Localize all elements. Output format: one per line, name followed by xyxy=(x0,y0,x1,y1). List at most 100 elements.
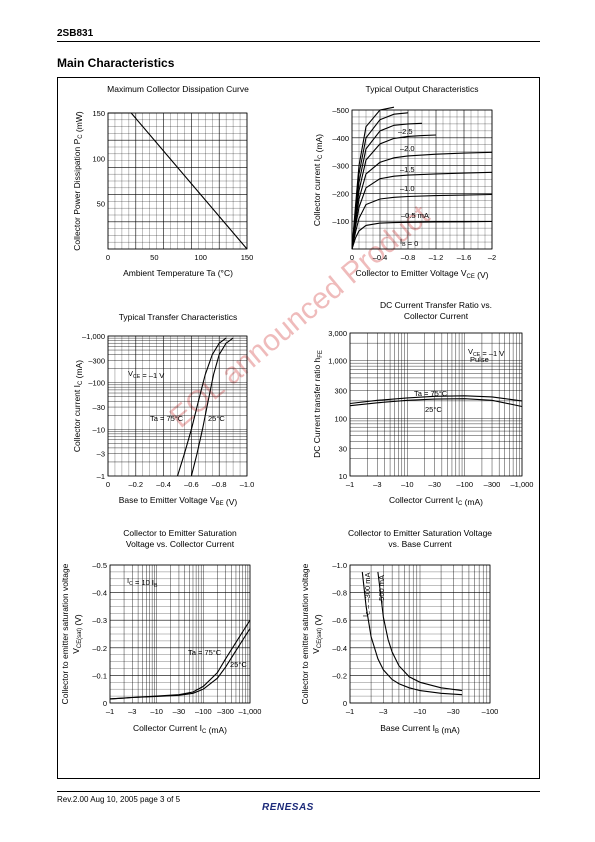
renesas-logo: RENESAS xyxy=(262,802,314,813)
y-tick-label: –0.2 xyxy=(92,644,107,653)
annotation: –1.0 xyxy=(400,184,415,193)
chart-c4: DC Current Transfer Ratio vs.Collector C… xyxy=(312,300,533,507)
x-tick-label: 150 xyxy=(241,253,254,262)
y-tick-label: –200 xyxy=(332,189,349,198)
x-axis-label: Collector Current IC (mA) xyxy=(133,723,227,735)
series-line-1 xyxy=(349,398,523,408)
annotation: –2.0 xyxy=(400,144,415,153)
series-line-4 xyxy=(351,134,437,250)
x-tick-label: –2 xyxy=(488,253,496,262)
y-tick-label: –300 xyxy=(332,162,349,171)
series-line-0 xyxy=(361,571,463,696)
annotation: Pulse xyxy=(470,355,489,364)
y-tick-label: –1,000 xyxy=(82,332,105,341)
x-tick-label: –100 xyxy=(456,480,473,489)
x-tick-label: 100 xyxy=(194,253,207,262)
x-tick-label: –10 xyxy=(401,480,414,489)
x-tick-label: –100 xyxy=(482,707,499,716)
y-tick-label: –0.2 xyxy=(332,671,347,680)
chart-c1: Maximum Collector Dissipation Curve 0 50 10… xyxy=(72,84,253,278)
y-tick-label: 100 xyxy=(92,154,105,163)
x-tick-label: 0 xyxy=(106,480,110,489)
series-line-7 xyxy=(351,106,395,250)
x-axis-label: Base to Emitter Voltage VBE (V) xyxy=(119,495,238,507)
annotation: 25°C xyxy=(230,660,247,669)
y-tick-label: –100 xyxy=(332,217,349,226)
y-tick-label: 150 xyxy=(92,109,105,118)
y-axis-label: DC Current transfer ratio hFE xyxy=(312,350,324,458)
y-tick-label: –10 xyxy=(92,425,105,434)
x-axis-label: Base Current IB (mA) xyxy=(380,723,460,735)
x-tick-label: –1.6 xyxy=(457,253,472,262)
annotation: 25°C xyxy=(425,405,442,414)
x-tick-label: 50 xyxy=(150,253,158,262)
y-tick-label: –1.0 xyxy=(332,561,347,570)
chart-c2: Typical Output Characteristics 0 –0.4 –0.8 –… xyxy=(312,84,496,280)
y-axis-label: VCE(sat) (V) xyxy=(311,614,323,654)
y-axis-label: Collector current IC (mA) xyxy=(72,360,84,452)
plot-area xyxy=(349,332,523,477)
y-axis-label: Collector to emitter saturation voltage xyxy=(300,563,310,704)
annotation: –2.5 xyxy=(398,127,413,136)
y-axis-label: Collector Power Dissipation PC (mW) xyxy=(72,111,84,251)
series-line-0 xyxy=(109,619,251,700)
y-tick-label: –0.4 xyxy=(332,644,347,653)
chart-title: Maximum Collector Dissipation Curve xyxy=(107,84,249,94)
y-tick-label: 10 xyxy=(339,472,347,481)
x-tick-label: 0 xyxy=(106,253,110,262)
y-tick-label: –100 xyxy=(88,379,105,388)
y-tick-label: 300 xyxy=(334,387,347,396)
x-tick-label: –3 xyxy=(128,707,136,716)
x-tick-label: –1 xyxy=(346,480,354,489)
annotation: 25°C xyxy=(208,414,225,423)
chart-c3: Typical Transfer Characteristics 0 –0.2 –0.… xyxy=(72,312,254,507)
annotation: –0.5 mA xyxy=(401,211,429,220)
grid xyxy=(351,109,493,250)
annotation: Ta = 75°C xyxy=(188,648,222,657)
x-tick-label: –1 xyxy=(106,707,114,716)
plot-area xyxy=(107,112,248,250)
annotation: Ta = 75°C xyxy=(150,414,184,423)
grid xyxy=(349,332,523,477)
y-tick-label: –0.6 xyxy=(332,616,347,625)
x-tick-label: –30 xyxy=(447,707,460,716)
series-line-0 xyxy=(349,395,523,405)
y-tick-label: 0 xyxy=(343,699,347,708)
x-tick-label: –100 xyxy=(195,707,212,716)
x-tick-label: –1,000 xyxy=(239,707,262,716)
x-tick-label: –0.6 xyxy=(184,480,199,489)
plot-area xyxy=(349,564,491,704)
grid xyxy=(107,335,248,477)
y-tick-label: –300 xyxy=(88,356,105,365)
x-tick-label: –1.0 xyxy=(240,480,255,489)
annotation: Ta = 75°C xyxy=(414,389,448,398)
x-axis-label: Collector to Emitter Voltage VCE (V) xyxy=(356,268,489,280)
x-tick-label: –30 xyxy=(428,480,441,489)
y-tick-label: –0.5 xyxy=(92,561,107,570)
charts-frame xyxy=(57,77,540,779)
x-tick-label: –1 xyxy=(346,707,354,716)
part-number: 2SB831 xyxy=(57,28,94,39)
section-title: Main Characteristics xyxy=(57,56,175,70)
x-tick-label: –3 xyxy=(373,480,381,489)
x-tick-label: –1,000 xyxy=(511,480,534,489)
annotation: IC = 10 IB xyxy=(127,576,158,589)
x-tick-label: –3 xyxy=(379,707,387,716)
x-tick-label: –0.4 xyxy=(373,253,388,262)
y-tick-label: –0.4 xyxy=(92,589,107,598)
y-tick-label: –0.8 xyxy=(332,589,347,598)
chart-title: Collector Current xyxy=(404,311,469,321)
y-tick-label: 1,000 xyxy=(328,357,347,366)
x-tick-label: –300 xyxy=(217,707,234,716)
series-line-3 xyxy=(351,151,493,250)
y-tick-label: –1 xyxy=(97,472,105,481)
plot-area xyxy=(351,109,493,250)
annotation: VCE = –1 V xyxy=(128,369,164,380)
chart-title: vs. Base Current xyxy=(388,539,452,549)
y-tick-label: 30 xyxy=(339,444,347,453)
annotation: IB = 0 xyxy=(400,237,418,248)
y-tick-label: 100 xyxy=(334,414,347,423)
chart-title: DC Current Transfer Ratio vs. xyxy=(380,300,492,310)
